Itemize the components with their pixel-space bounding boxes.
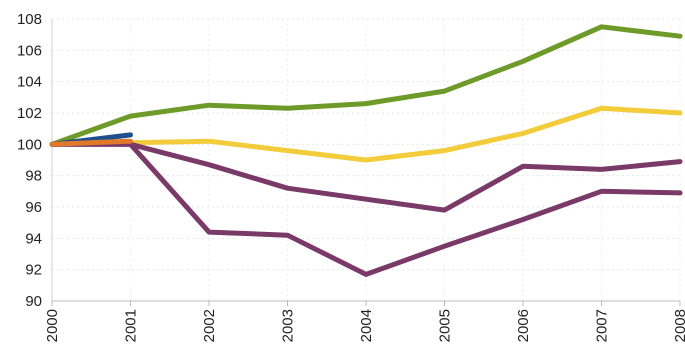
series-5-point <box>128 132 133 138</box>
y-tick-label: 90 <box>25 293 42 310</box>
y-tick-label: 106 <box>17 42 42 59</box>
series-2-point <box>599 106 604 111</box>
series-3-point <box>520 164 526 169</box>
series-4-point <box>599 189 604 194</box>
y-tick-label: 96 <box>25 199 42 216</box>
series-6-point <box>49 142 55 147</box>
y-tick-label: 94 <box>25 230 42 247</box>
x-tick-label: 2008 <box>672 309 685 342</box>
series-1-point <box>677 34 683 39</box>
series-layer <box>49 24 683 277</box>
x-tick-label: 2004 <box>358 309 375 342</box>
y-tick-label: 92 <box>25 262 42 279</box>
series-6-point <box>128 139 133 144</box>
series-4-point <box>206 229 212 235</box>
series-4-point <box>677 190 683 196</box>
series-2-point <box>285 148 290 153</box>
x-tick-label: 2002 <box>201 309 218 342</box>
series-2-point <box>520 131 526 136</box>
series-2-point <box>206 139 212 144</box>
series-3-point <box>442 207 447 213</box>
series-4-point <box>520 217 526 222</box>
series-line-6 <box>49 138 133 147</box>
x-tick-label: 2005 <box>437 309 454 342</box>
x-tick-label: 2000 <box>44 309 61 342</box>
x-tick-label: 2003 <box>280 309 297 342</box>
series-3-point <box>206 162 212 167</box>
series-3-point <box>285 186 290 191</box>
x-tick-label: 2007 <box>594 309 611 342</box>
y-tick-label: 102 <box>17 105 42 122</box>
tick-label-layer: 90 92 94 96 98 100 102 104 106 108 2000 2001 2002 200… <box>17 11 685 342</box>
axis-layer <box>51 19 681 306</box>
series-1-point <box>128 113 133 119</box>
series-2-point <box>677 110 683 116</box>
series-2-point <box>363 157 369 163</box>
series-1-point <box>285 106 290 111</box>
y-tick-label: 100 <box>17 136 42 153</box>
series-3-point <box>677 159 683 164</box>
series-4-point <box>285 233 290 238</box>
series-2-point <box>442 148 447 153</box>
y-tick-label: 98 <box>25 168 42 185</box>
series-4-point <box>442 244 447 249</box>
series-1-point <box>520 59 526 64</box>
series-3-point <box>599 167 604 172</box>
series-1-point <box>442 88 447 94</box>
series-1-point <box>206 103 212 108</box>
series-1-point <box>363 101 369 106</box>
series-4-point <box>363 272 369 277</box>
y-tick-label: 104 <box>17 74 42 91</box>
x-tick-label: 2006 <box>515 309 532 342</box>
series-3-point <box>363 197 369 202</box>
series-1-point <box>599 24 604 29</box>
x-tick-label: 2001 <box>123 309 140 342</box>
y-tick-label: 108 <box>17 11 42 28</box>
